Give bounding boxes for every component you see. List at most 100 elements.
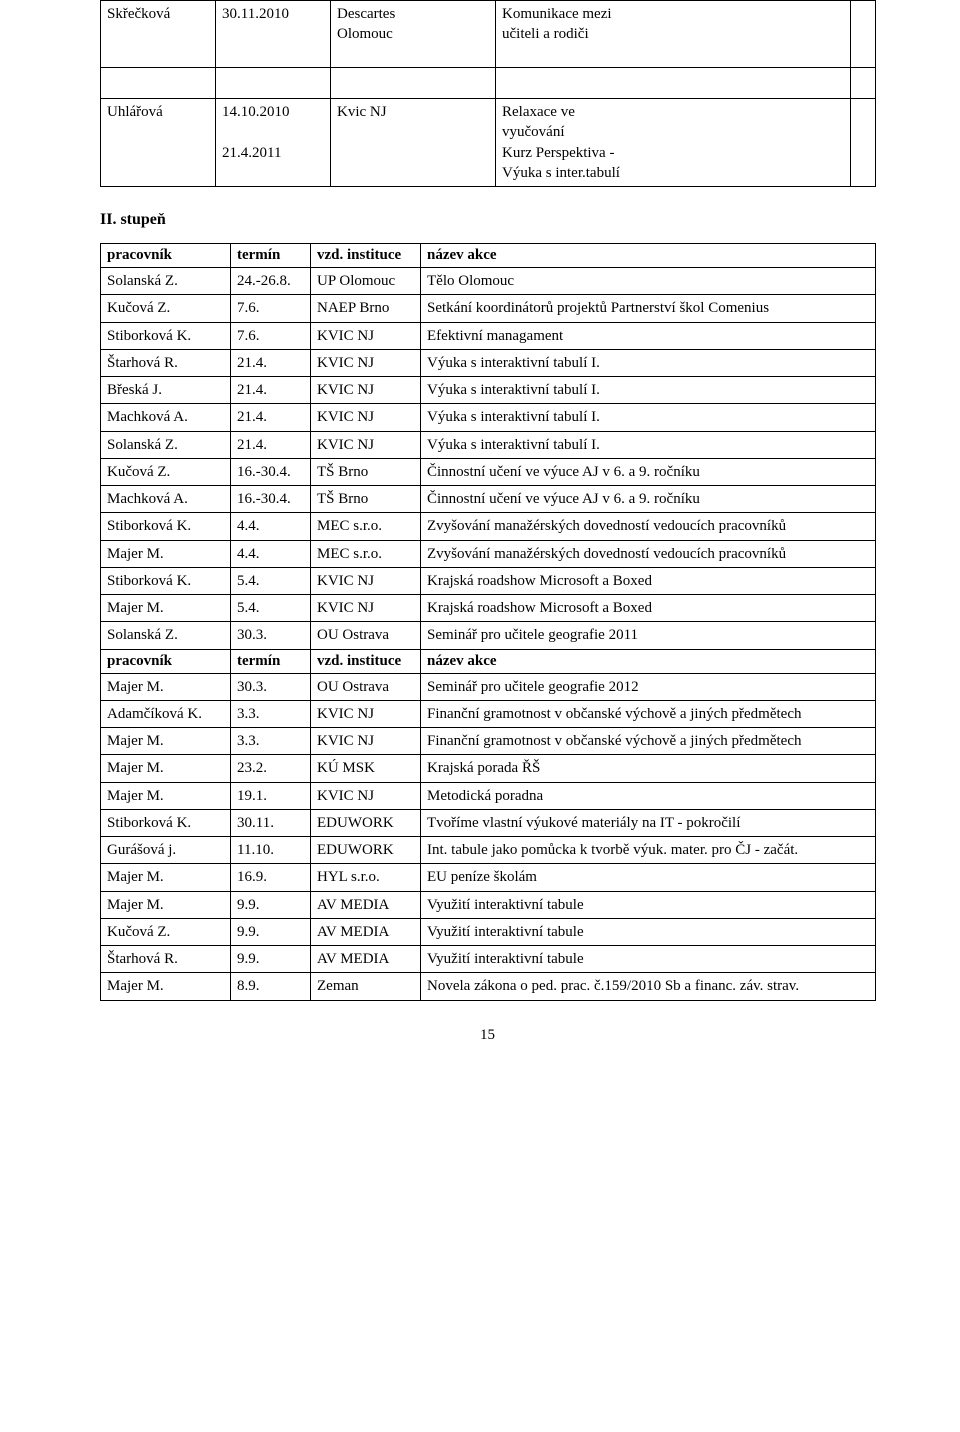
table-header-row: pracovník termín vzd. instituce název ak…: [101, 649, 876, 673]
cell: 5.4.: [231, 595, 311, 622]
cell: AV MEDIA: [311, 946, 421, 973]
table-row: Majer M.4.4.MEC s.r.o.Zvyšování manažérs…: [101, 540, 876, 567]
cell: 21.4.: [231, 431, 311, 458]
cell: [496, 68, 851, 99]
table-row: Majer M.30.3.OU Ostrava Seminář pro učit…: [101, 673, 876, 700]
cell: Novela zákona o ped. prac. č.159/2010 Sb…: [421, 973, 876, 1000]
cell: 19.1.: [231, 782, 311, 809]
cell: Majer M.: [101, 673, 231, 700]
table-row: Majer M.3.3.KVIC NJFinanční gramotnost v…: [101, 728, 876, 755]
cell: KVIC NJ: [311, 700, 421, 727]
cell: 7.6.: [231, 295, 311, 322]
table-row: Kučová Z.16.-30.4.TŠ BrnoČinnostní učení…: [101, 458, 876, 485]
cell: Efektivní managament: [421, 322, 876, 349]
cell: Majer M.: [101, 973, 231, 1000]
cell: Machková A.: [101, 486, 231, 513]
cell: Krajská roadshow Microsoft a Boxed: [421, 595, 876, 622]
top-row-2: Uhlářová 14.10.2010 21.4.2011 Kvic NJ Re…: [101, 99, 876, 187]
cell: Finanční gramotnost v občanské výchově a…: [421, 728, 876, 755]
col-header: termín: [231, 649, 311, 673]
cell: Skřečková: [101, 1, 216, 68]
col-header: název akce: [421, 244, 876, 268]
cell: EU peníze školám: [421, 864, 876, 891]
cell: EDUWORK: [311, 809, 421, 836]
cell: 30.3.: [231, 622, 311, 649]
cell: [216, 68, 331, 99]
cell: Výuka s interaktivní tabulí I.: [421, 349, 876, 376]
cell: 3.3.: [231, 700, 311, 727]
cell: [851, 99, 876, 187]
table-row: Stiborková K.5.4.KVIC NJKrajská roadshow…: [101, 567, 876, 594]
cell: Krajská porada ŘŠ: [421, 755, 876, 782]
cell: Seminář pro učitele geografie 2011: [421, 622, 876, 649]
col-header: vzd. instituce: [311, 244, 421, 268]
table-row: Majer M.16.9.HYL s.r.o.EU peníze školám: [101, 864, 876, 891]
cell: Využití interaktivní tabule: [421, 946, 876, 973]
cell: KÚ MSK: [311, 755, 421, 782]
cell: Majer M.: [101, 782, 231, 809]
cell: 4.4.: [231, 513, 311, 540]
cell: Kučová Z.: [101, 295, 231, 322]
cell: 11.10.: [231, 837, 311, 864]
table-row: Stiborková K.30.11.EDUWORKTvoříme vlastn…: [101, 809, 876, 836]
cell: Stiborková K.: [101, 567, 231, 594]
cell: 9.9.: [231, 918, 311, 945]
cell: [331, 68, 496, 99]
table-row: Gurášová j.11.10.EDUWORKInt. tabule jako…: [101, 837, 876, 864]
cell: 30.11.2010: [216, 1, 331, 68]
cell: Činnostní učení ve výuce AJ v 6. a 9. ro…: [421, 486, 876, 513]
cell: Solanská Z.: [101, 431, 231, 458]
cell: 16.-30.4.: [231, 486, 311, 513]
table-row: Břeská J.21.4.KVIC NJVýuka s interaktivn…: [101, 377, 876, 404]
table-row: Machková A.21.4.KVIC NJVýuka s interakti…: [101, 404, 876, 431]
top-row-1: Skřečková 30.11.2010 Descartes Olomouc K…: [101, 1, 876, 68]
table-row: Štarhová R.21.4.KVIC NJVýuka s interakti…: [101, 349, 876, 376]
cell: 14.10.2010 21.4.2011: [216, 99, 331, 187]
cell: KVIC NJ: [311, 595, 421, 622]
cell: MEC s.r.o.: [311, 513, 421, 540]
cell: Adamčíková K.: [101, 700, 231, 727]
table-row: Solanská Z. 24.-26.8.UP OlomoucTělo Olom…: [101, 268, 876, 295]
cell: KVIC NJ: [311, 567, 421, 594]
section-heading: II. stupeň: [100, 211, 875, 229]
cell: AV MEDIA: [311, 918, 421, 945]
page-number: 15: [100, 1027, 875, 1044]
cell: Gurášová j.: [101, 837, 231, 864]
table-row: Stiborková K.7.6.KVIC NJEfektivní managa…: [101, 322, 876, 349]
cell: Štarhová R.: [101, 946, 231, 973]
cell: Solanská Z.: [101, 268, 231, 295]
cell: Štarhová R.: [101, 349, 231, 376]
cell: 5.4.: [231, 567, 311, 594]
cell: EDUWORK: [311, 837, 421, 864]
table-row: Kučová Z.7.6.NAEP BrnoSetkání koordináto…: [101, 295, 876, 322]
table-row: Majer M.19.1.KVIC NJMetodická poradna: [101, 782, 876, 809]
cell: [851, 68, 876, 99]
cell: Krajská roadshow Microsoft a Boxed: [421, 567, 876, 594]
cell: Majer M.: [101, 864, 231, 891]
cell: 30.3.: [231, 673, 311, 700]
cell: 21.4.: [231, 377, 311, 404]
cell: Majer M.: [101, 755, 231, 782]
cell: Využití interaktivní tabule: [421, 918, 876, 945]
cell: TŠ Brno: [311, 486, 421, 513]
cell: Majer M.: [101, 891, 231, 918]
cell: KVIC NJ: [311, 377, 421, 404]
cell: UP Olomouc: [311, 268, 421, 295]
cell: Tvoříme vlastní výukové materiály na IT …: [421, 809, 876, 836]
cell: Zvyšování manažérských dovedností vedouc…: [421, 513, 876, 540]
main-table: pracovník termín vzd. instituce název ak…: [100, 243, 876, 1001]
cell: AV MEDIA: [311, 891, 421, 918]
top-spacer-row: [101, 68, 876, 99]
cell: 21.4.: [231, 404, 311, 431]
cell: 16.-30.4.: [231, 458, 311, 485]
cell: Břeská J.: [101, 377, 231, 404]
cell: KVIC NJ: [311, 782, 421, 809]
cell: Majer M.: [101, 595, 231, 622]
cell: Stiborková K.: [101, 809, 231, 836]
cell: Stiborková K.: [101, 322, 231, 349]
cell: Metodická poradna: [421, 782, 876, 809]
cell: 24.-26.8.: [231, 268, 311, 295]
cell: 7.6.: [231, 322, 311, 349]
cell: Seminář pro učitele geografie 2012: [421, 673, 876, 700]
cell: 21.4.: [231, 349, 311, 376]
